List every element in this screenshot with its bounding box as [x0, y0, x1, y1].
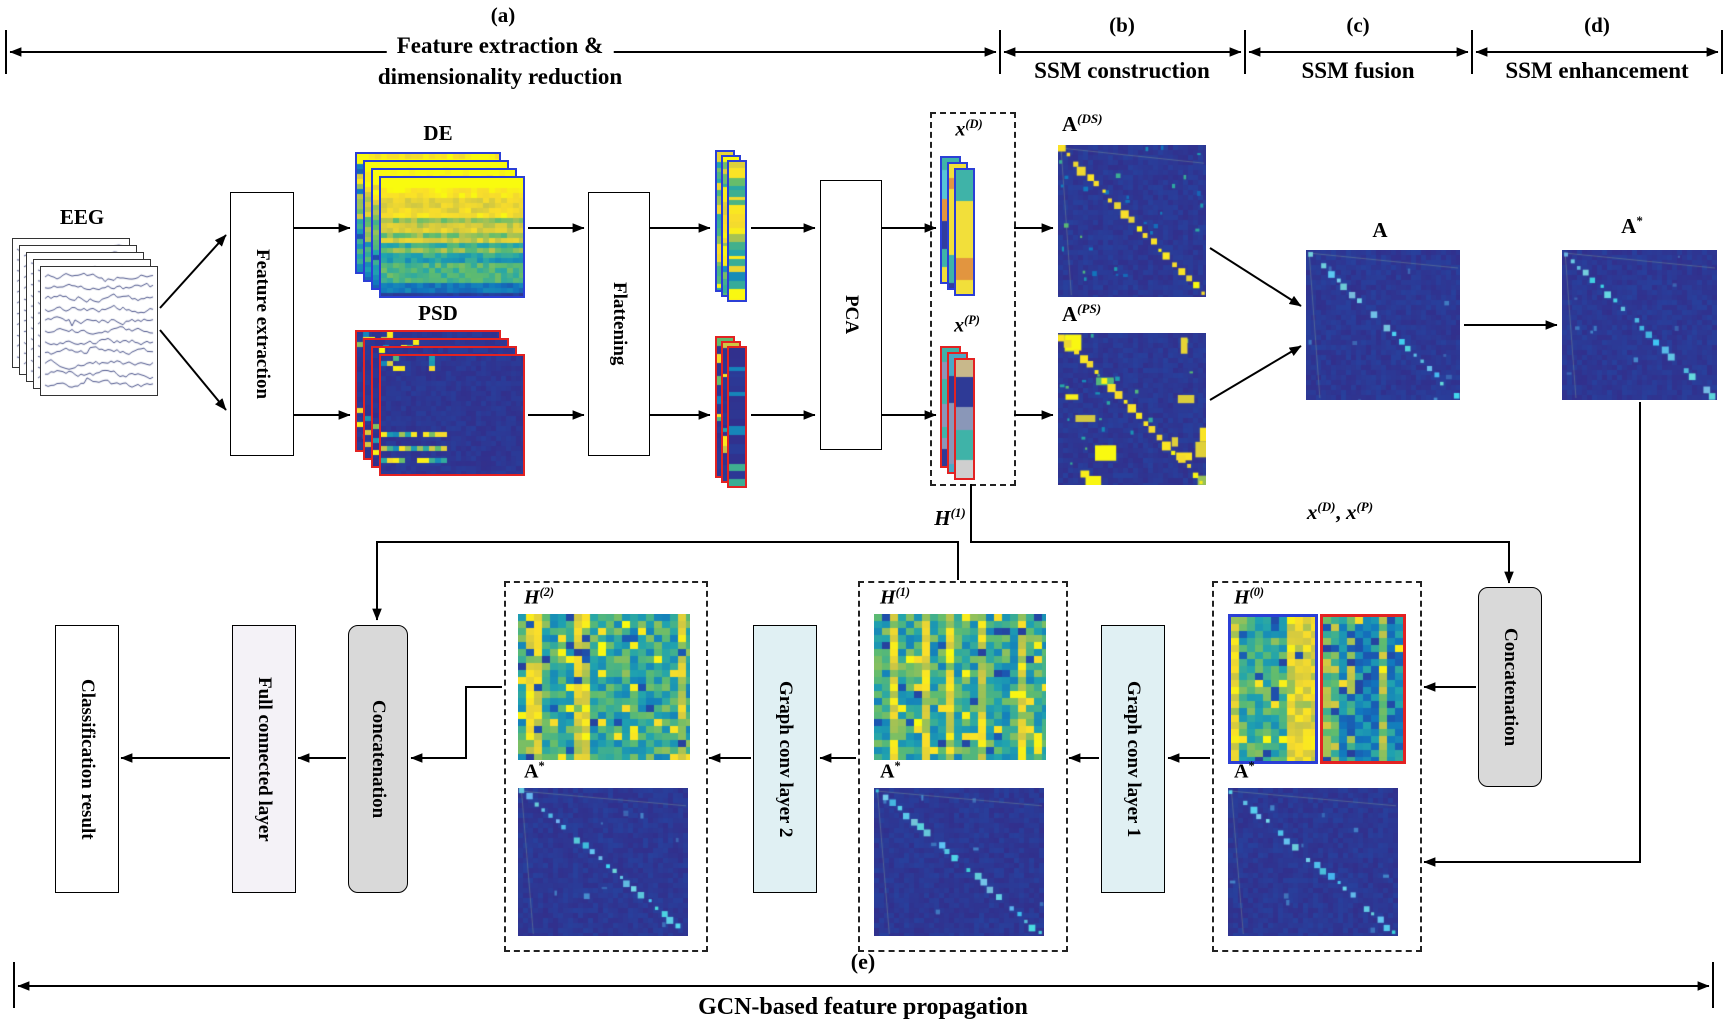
pca-de-vector — [954, 168, 975, 296]
section-a-title-line1: Feature extraction & — [386, 33, 614, 59]
pca-box-label: PCA — [841, 295, 862, 335]
a-ds-matrix-image — [1058, 145, 1206, 297]
a-fused-label: A — [1372, 218, 1388, 242]
de-heatmap-sheet — [379, 176, 525, 298]
eeg-stack — [12, 238, 162, 398]
psd-heatmap-stack — [355, 330, 527, 478]
concatenation-right-box: Concatenation — [1478, 587, 1542, 787]
section-a-title-line2: dimensionality reduction — [377, 64, 623, 89]
a-star-h0-label: A* — [1234, 759, 1255, 783]
de-heatmap-stack — [355, 152, 527, 300]
pca-psd-vectors — [940, 346, 980, 486]
flattened-psd-vector — [727, 346, 747, 488]
psd-heatmap-sheet — [379, 354, 525, 476]
concatenation-left-box: Concatenation — [348, 625, 408, 893]
a-star-h2-label: A* — [524, 759, 545, 783]
h1-label: H(1) — [880, 585, 911, 609]
h0-feature-image — [1228, 614, 1408, 766]
h0-de-half-image — [1228, 614, 1318, 764]
classification-result-box: Classification result — [55, 625, 119, 893]
h0-psd-half-image — [1320, 614, 1406, 764]
h1-a-star-matrix-image — [874, 788, 1044, 936]
x-d-label: x(D) — [955, 117, 983, 141]
section-e-title: GCN-based feature propagation — [698, 994, 1028, 1020]
a-ds-label: A(DS) — [1062, 111, 1103, 136]
section-e-tag: (e) — [850, 949, 876, 974]
concatenation-right-box-label: Concatenation — [1500, 627, 1521, 747]
h2-a-star-matrix-image — [518, 788, 688, 936]
a-ps-matrix-image — [1058, 333, 1206, 485]
concatenation-left-box-label: Concatenation — [368, 699, 389, 819]
flattened-de-vectors — [715, 150, 755, 306]
pca-box: PCA — [820, 180, 882, 450]
section-a-tag: (a) — [490, 3, 516, 27]
flattening-box: Flattening — [588, 192, 650, 456]
flattened-psd-vectors — [715, 336, 755, 492]
flattening-box-label: Flattening — [609, 282, 630, 366]
pca-de-vectors — [940, 156, 980, 302]
pca-psd-vector — [954, 358, 975, 480]
h0-a-star-matrix-image — [1228, 788, 1398, 936]
a-star-h1-label: A* — [880, 759, 901, 783]
classification-result-label: Classification result — [77, 678, 98, 840]
section-d-tag: (d) — [1584, 13, 1610, 37]
section-c-title: SSM fusion — [1301, 58, 1415, 83]
h0-label: H(0) — [1234, 585, 1265, 609]
h2-label: H(2) — [524, 585, 555, 609]
x-p-label: x(P) — [954, 313, 980, 337]
h2-feature-image — [518, 614, 690, 760]
eeg-label: EEG — [59, 205, 105, 229]
h1-feature-image — [874, 614, 1046, 760]
section-d-title: SSM enhancement — [1505, 58, 1689, 83]
psd-label: PSD — [418, 301, 458, 325]
a-star-matrix-image — [1562, 250, 1717, 400]
feature-extraction-box-label: Feature extraction — [252, 248, 273, 399]
section-b-title: SSM construction — [1034, 58, 1210, 83]
eeg-sheet — [40, 266, 158, 396]
full-connected-layer-label: Full connected layer — [254, 676, 275, 842]
graph-conv-layer-1-box: Graph conv layer 1 — [1101, 625, 1165, 893]
a-star-top-label: A* — [1621, 213, 1643, 238]
a-fused-matrix-image — [1306, 250, 1460, 400]
flattened-de-vector — [727, 160, 747, 302]
graph-conv-layer-2-label: Graph conv layer 2 — [775, 680, 796, 838]
a-ps-label: A(PS) — [1062, 301, 1102, 326]
section-b-tag: (b) — [1109, 13, 1135, 37]
xd-xp-wire-label: x(D), x(P) — [1306, 499, 1374, 524]
feature-extraction-box: Feature extraction — [230, 192, 294, 456]
section-c-tag: (c) — [1346, 13, 1370, 37]
h1-dashed-box — [858, 581, 1068, 952]
h1-feedback-label: H(1) — [934, 505, 966, 530]
de-label: DE — [423, 121, 453, 145]
graph-conv-layer-2-box: Graph conv layer 2 — [753, 625, 817, 893]
graph-conv-layer-1-label: Graph conv layer 1 — [1123, 680, 1144, 838]
full-connected-layer-box: Full connected layer — [232, 625, 296, 893]
